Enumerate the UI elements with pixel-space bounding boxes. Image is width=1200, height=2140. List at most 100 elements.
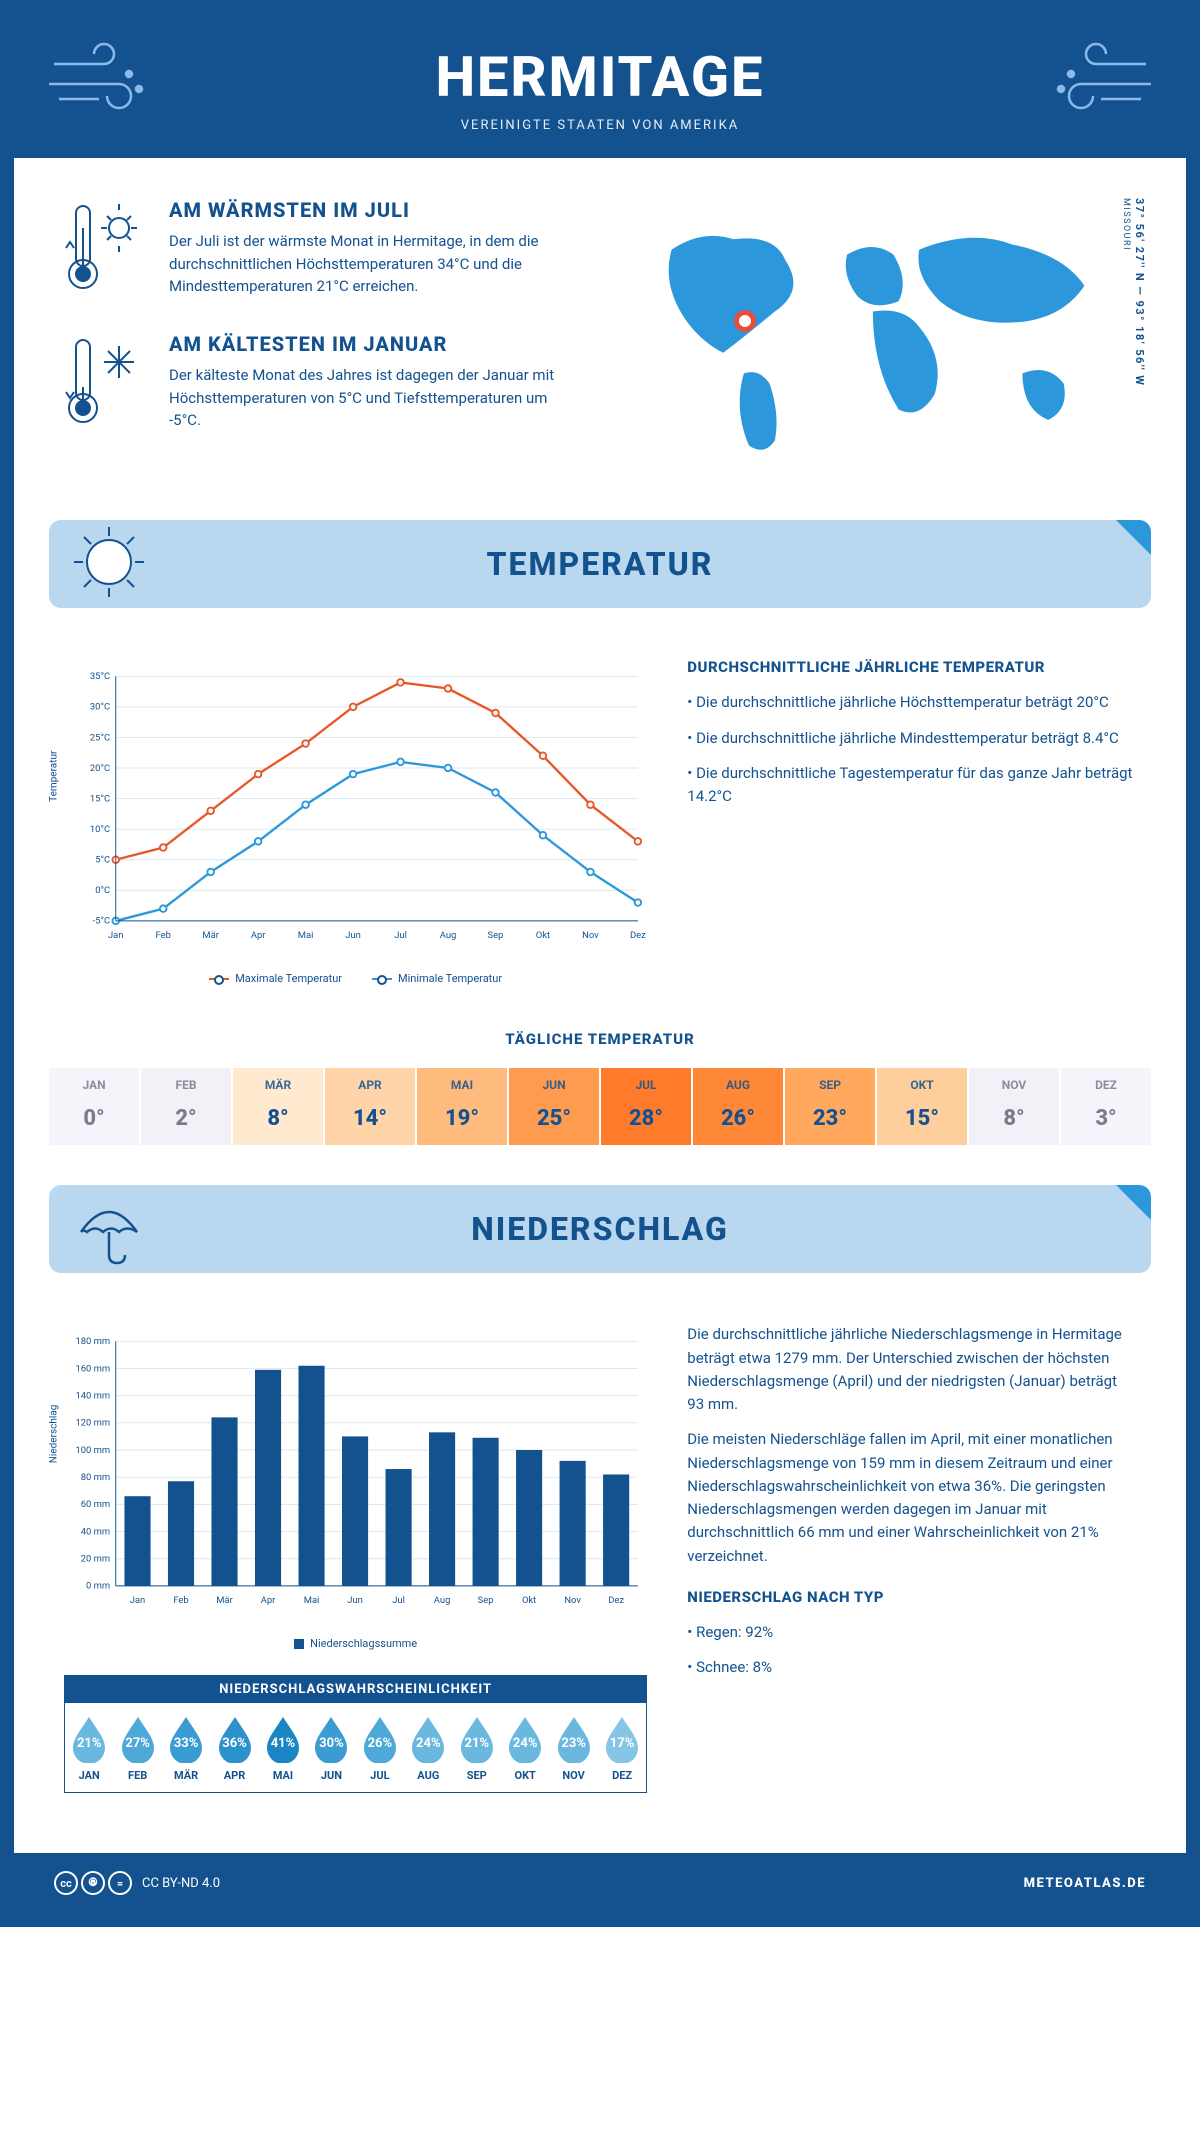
svg-text:Apr: Apr xyxy=(261,1595,276,1606)
wind-icon xyxy=(44,39,154,128)
legend-min: Minimale Temperatur xyxy=(398,972,502,985)
daily-temp-cell: NOV8° xyxy=(969,1068,1059,1145)
chart-legend: Niederschlagssumme xyxy=(64,1637,647,1650)
svg-text:Dez: Dez xyxy=(608,1595,624,1606)
daily-temp-cell: JUL28° xyxy=(601,1068,691,1145)
precipitation-banner: NIEDERSCHLAG xyxy=(49,1185,1151,1273)
svg-text:Jan: Jan xyxy=(130,1595,145,1606)
warmest-title: AM WÄRMSTEN IM JULI xyxy=(169,198,580,222)
cc-nd-icon: = xyxy=(108,1871,132,1895)
probability-drop: 33%MÄR xyxy=(162,1703,210,1792)
probability-drop: 41%MAI xyxy=(259,1703,307,1792)
svg-text:10°C: 10°C xyxy=(90,824,110,835)
svg-text:30°C: 30°C xyxy=(90,702,110,713)
svg-text:-5°C: -5°C xyxy=(93,916,111,927)
probability-drop: 17%DEZ xyxy=(598,1703,646,1792)
svg-text:Apr: Apr xyxy=(251,930,266,941)
temperature-line-chart: Temperatur -5°C0°C5°C10°C15°C20°C25°C30°… xyxy=(64,658,647,985)
cc-icon: cc xyxy=(54,1871,78,1895)
svg-text:20 mm: 20 mm xyxy=(81,1554,110,1565)
page-header: HERMITAGE VEREINIGTE STAATEN VON AMERIKA xyxy=(14,14,1186,158)
svg-text:Nov: Nov xyxy=(582,930,599,941)
location-marker-icon xyxy=(734,310,756,332)
svg-text:Dez: Dez xyxy=(630,930,646,941)
precip-paragraph: Die meisten Niederschläge fallen im Apri… xyxy=(687,1428,1136,1568)
daily-temp-cell: JAN0° xyxy=(49,1068,139,1145)
svg-text:80 mm: 80 mm xyxy=(81,1472,110,1483)
daily-temp-cell: MÄR8° xyxy=(233,1068,323,1145)
warmest-fact: AM WÄRMSTEN IM JULI Der Juli ist der wär… xyxy=(64,198,580,302)
svg-text:Okt: Okt xyxy=(522,1595,536,1606)
cc-icons: cc 🞋 = xyxy=(54,1871,132,1895)
svg-text:Mär: Mär xyxy=(216,1595,233,1606)
section-title-temperature: TEMPERATUR xyxy=(79,545,1121,583)
precip-type-title: NIEDERSCHLAG NACH TYP xyxy=(687,1588,1136,1606)
svg-text:5°C: 5°C xyxy=(95,855,110,866)
umbrella-icon xyxy=(69,1187,149,1271)
svg-text:15°C: 15°C xyxy=(90,794,110,805)
daily-temp-cell: APR14° xyxy=(325,1068,415,1145)
wind-icon xyxy=(1046,39,1156,128)
temp-info-title: DURCHSCHNITTLICHE JÄHRLICHE TEMPERATUR xyxy=(687,658,1136,676)
svg-text:Feb: Feb xyxy=(173,1595,188,1606)
world-map xyxy=(620,198,1136,470)
svg-text:100 mm: 100 mm xyxy=(75,1445,110,1456)
precip-snow: • Schnee: 8% xyxy=(687,1656,1136,1679)
svg-text:Aug: Aug xyxy=(440,930,457,941)
temp-bullet: • Die durchschnittliche jährliche Höchst… xyxy=(687,691,1136,714)
probability-drop: 24%AUG xyxy=(404,1703,452,1792)
svg-text:Jun: Jun xyxy=(347,1595,363,1606)
section-title-precip: NIEDERSCHLAG xyxy=(79,1210,1121,1248)
precip-paragraph: Die durchschnittliche jährliche Niedersc… xyxy=(687,1323,1136,1416)
probability-drop: 23%NOV xyxy=(549,1703,597,1792)
svg-text:40 mm: 40 mm xyxy=(81,1527,110,1538)
probability-drop: 21%SEP xyxy=(453,1703,501,1792)
footer-brand: METEOATLAS.DE xyxy=(1024,1876,1146,1891)
svg-text:Okt: Okt xyxy=(536,930,550,941)
svg-text:0 mm: 0 mm xyxy=(86,1581,110,1592)
daily-temp-grid: JAN0°FEB2°MÄR8°APR14°MAI19°JUN25°JUL28°A… xyxy=(49,1068,1151,1145)
svg-text:25°C: 25°C xyxy=(90,733,110,744)
thermometer-snow-icon xyxy=(64,332,149,436)
daily-temp-cell: JUN25° xyxy=(509,1068,599,1145)
svg-text:Sep: Sep xyxy=(478,1595,494,1606)
svg-text:Aug: Aug xyxy=(434,1595,451,1606)
thermometer-sun-icon xyxy=(64,198,149,302)
daily-temp-cell: DEZ3° xyxy=(1061,1068,1151,1145)
page-title: HERMITAGE xyxy=(34,44,1166,110)
svg-text:60 mm: 60 mm xyxy=(81,1499,110,1510)
svg-text:0°C: 0°C xyxy=(95,885,110,896)
legend-precip: Niederschlagssumme xyxy=(310,1637,417,1650)
temp-bullet: • Die durchschnittliche jährliche Mindes… xyxy=(687,727,1136,750)
svg-text:160 mm: 160 mm xyxy=(75,1364,110,1375)
coldest-fact: AM KÄLTESTEN IM JANUAR Der kälteste Mona… xyxy=(64,332,580,436)
probability-drop: 30%JUN xyxy=(307,1703,355,1792)
svg-text:Jul: Jul xyxy=(392,1595,405,1606)
legend-max: Maximale Temperatur xyxy=(235,972,342,985)
probability-drop: 24%OKT xyxy=(501,1703,549,1792)
daily-temp-title: TÄGLICHE TEMPERATUR xyxy=(14,1030,1186,1048)
daily-temp-cell: AUG26° xyxy=(693,1068,783,1145)
probability-drop: 26%JUL xyxy=(356,1703,404,1792)
svg-text:Mai: Mai xyxy=(304,1595,320,1606)
svg-text:Mär: Mär xyxy=(202,930,219,941)
coldest-title: AM KÄLTESTEN IM JANUAR xyxy=(169,332,580,356)
page-subtitle: VEREINIGTE STAATEN VON AMERIKA xyxy=(34,118,1166,133)
cc-by-icon: 🞋 xyxy=(81,1871,105,1895)
svg-text:Sep: Sep xyxy=(488,930,504,941)
warmest-text: Der Juli ist der wärmste Monat in Hermit… xyxy=(169,230,580,298)
svg-text:Mai: Mai xyxy=(298,930,314,941)
svg-text:35°C: 35°C xyxy=(90,671,110,682)
daily-temp-cell: MAI19° xyxy=(417,1068,507,1145)
page-footer: cc 🞋 = CC BY-ND 4.0 METEOATLAS.DE xyxy=(14,1853,1186,1913)
probability-drop: 27%FEB xyxy=(113,1703,161,1792)
chart-legend: Maximale Temperatur Minimale Temperatur xyxy=(64,972,647,985)
svg-text:Feb: Feb xyxy=(156,930,171,941)
daily-temp-cell: FEB2° xyxy=(141,1068,231,1145)
svg-text:20°C: 20°C xyxy=(90,763,110,774)
svg-text:Jan: Jan xyxy=(108,930,123,941)
precipitation-probability-box: NIEDERSCHLAGSWAHRSCHEINLICHKEIT 21%JAN27… xyxy=(64,1675,647,1793)
temp-bullet: • Die durchschnittliche Tagestemperatur … xyxy=(687,762,1136,809)
daily-temp-cell: OKT15° xyxy=(877,1068,967,1145)
license-text: CC BY-ND 4.0 xyxy=(142,1876,220,1891)
